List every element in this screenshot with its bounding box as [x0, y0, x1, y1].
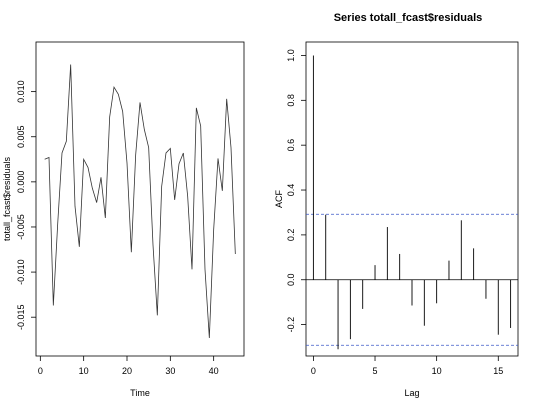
right-x-tick-label: 5: [373, 366, 378, 376]
left-y-tick-label: 0.005: [16, 125, 26, 148]
right-y-tick-label: 0.6: [286, 139, 296, 152]
left-x-tick-label: 40: [209, 366, 219, 376]
right-y-axis: -0.2 0.0 0.2 0.4 0.6 0.8 1.0: [286, 49, 306, 332]
right-x-axis: 0 5 10 15: [311, 356, 503, 376]
left-x-tick-label: 30: [165, 366, 175, 376]
left-y-axis: -0.015 -0.010 -0.005 0.000 0.005 0.010: [16, 80, 36, 330]
acf-panel: 0 5 10 15 -0.2 0.0 0.2 0.4 0.6 0.8 1.0 Series tot…: [274, 12, 519, 398]
right-x-tick-label: 10: [432, 366, 442, 376]
left-y-tick-label: -0.010: [16, 259, 26, 285]
right-x-axis-label: Lag: [404, 388, 419, 398]
left-x-tick-label: 10: [79, 366, 89, 376]
residuals-time-series-panel: 0 10 20 30 40 -0.015 -0.010 -0.005 0.000 0.005 0.…: [2, 41, 245, 398]
left-x-axis: 0 10 20 30 40: [38, 356, 219, 376]
left-x-tick-label: 0: [38, 366, 43, 376]
right-x-tick-label: 0: [311, 366, 316, 376]
right-y-tick-label: 0.4: [286, 184, 296, 197]
left-x-tick-label: 20: [122, 366, 132, 376]
left-x-axis-label: Time: [130, 388, 150, 398]
residuals-line: [44, 64, 236, 338]
right-y-tick-label: -0.2: [286, 317, 296, 333]
acf-bars: [312, 55, 512, 350]
left-y-tick-label: -0.005: [16, 214, 26, 240]
right-y-tick-label: 1.0: [286, 49, 296, 62]
right-y-tick-label: 0.8: [286, 94, 296, 107]
left-y-axis-label: totall_fcast$residuals: [2, 156, 12, 241]
right-plot-frame: [305, 41, 519, 357]
left-y-tick-label: 0.010: [16, 80, 26, 103]
left-y-tick-label: 0.000: [16, 171, 26, 194]
right-x-tick-label: 15: [493, 366, 503, 376]
acf-title: Series totall_fcast$residuals: [334, 12, 483, 24]
left-plot-frame: [35, 41, 245, 357]
right-y-tick-label: 0.0: [286, 273, 296, 286]
left-y-tick-label: -0.015: [16, 304, 26, 330]
right-y-axis-label: ACF: [274, 189, 284, 208]
right-y-tick-label: 0.2: [286, 229, 296, 242]
